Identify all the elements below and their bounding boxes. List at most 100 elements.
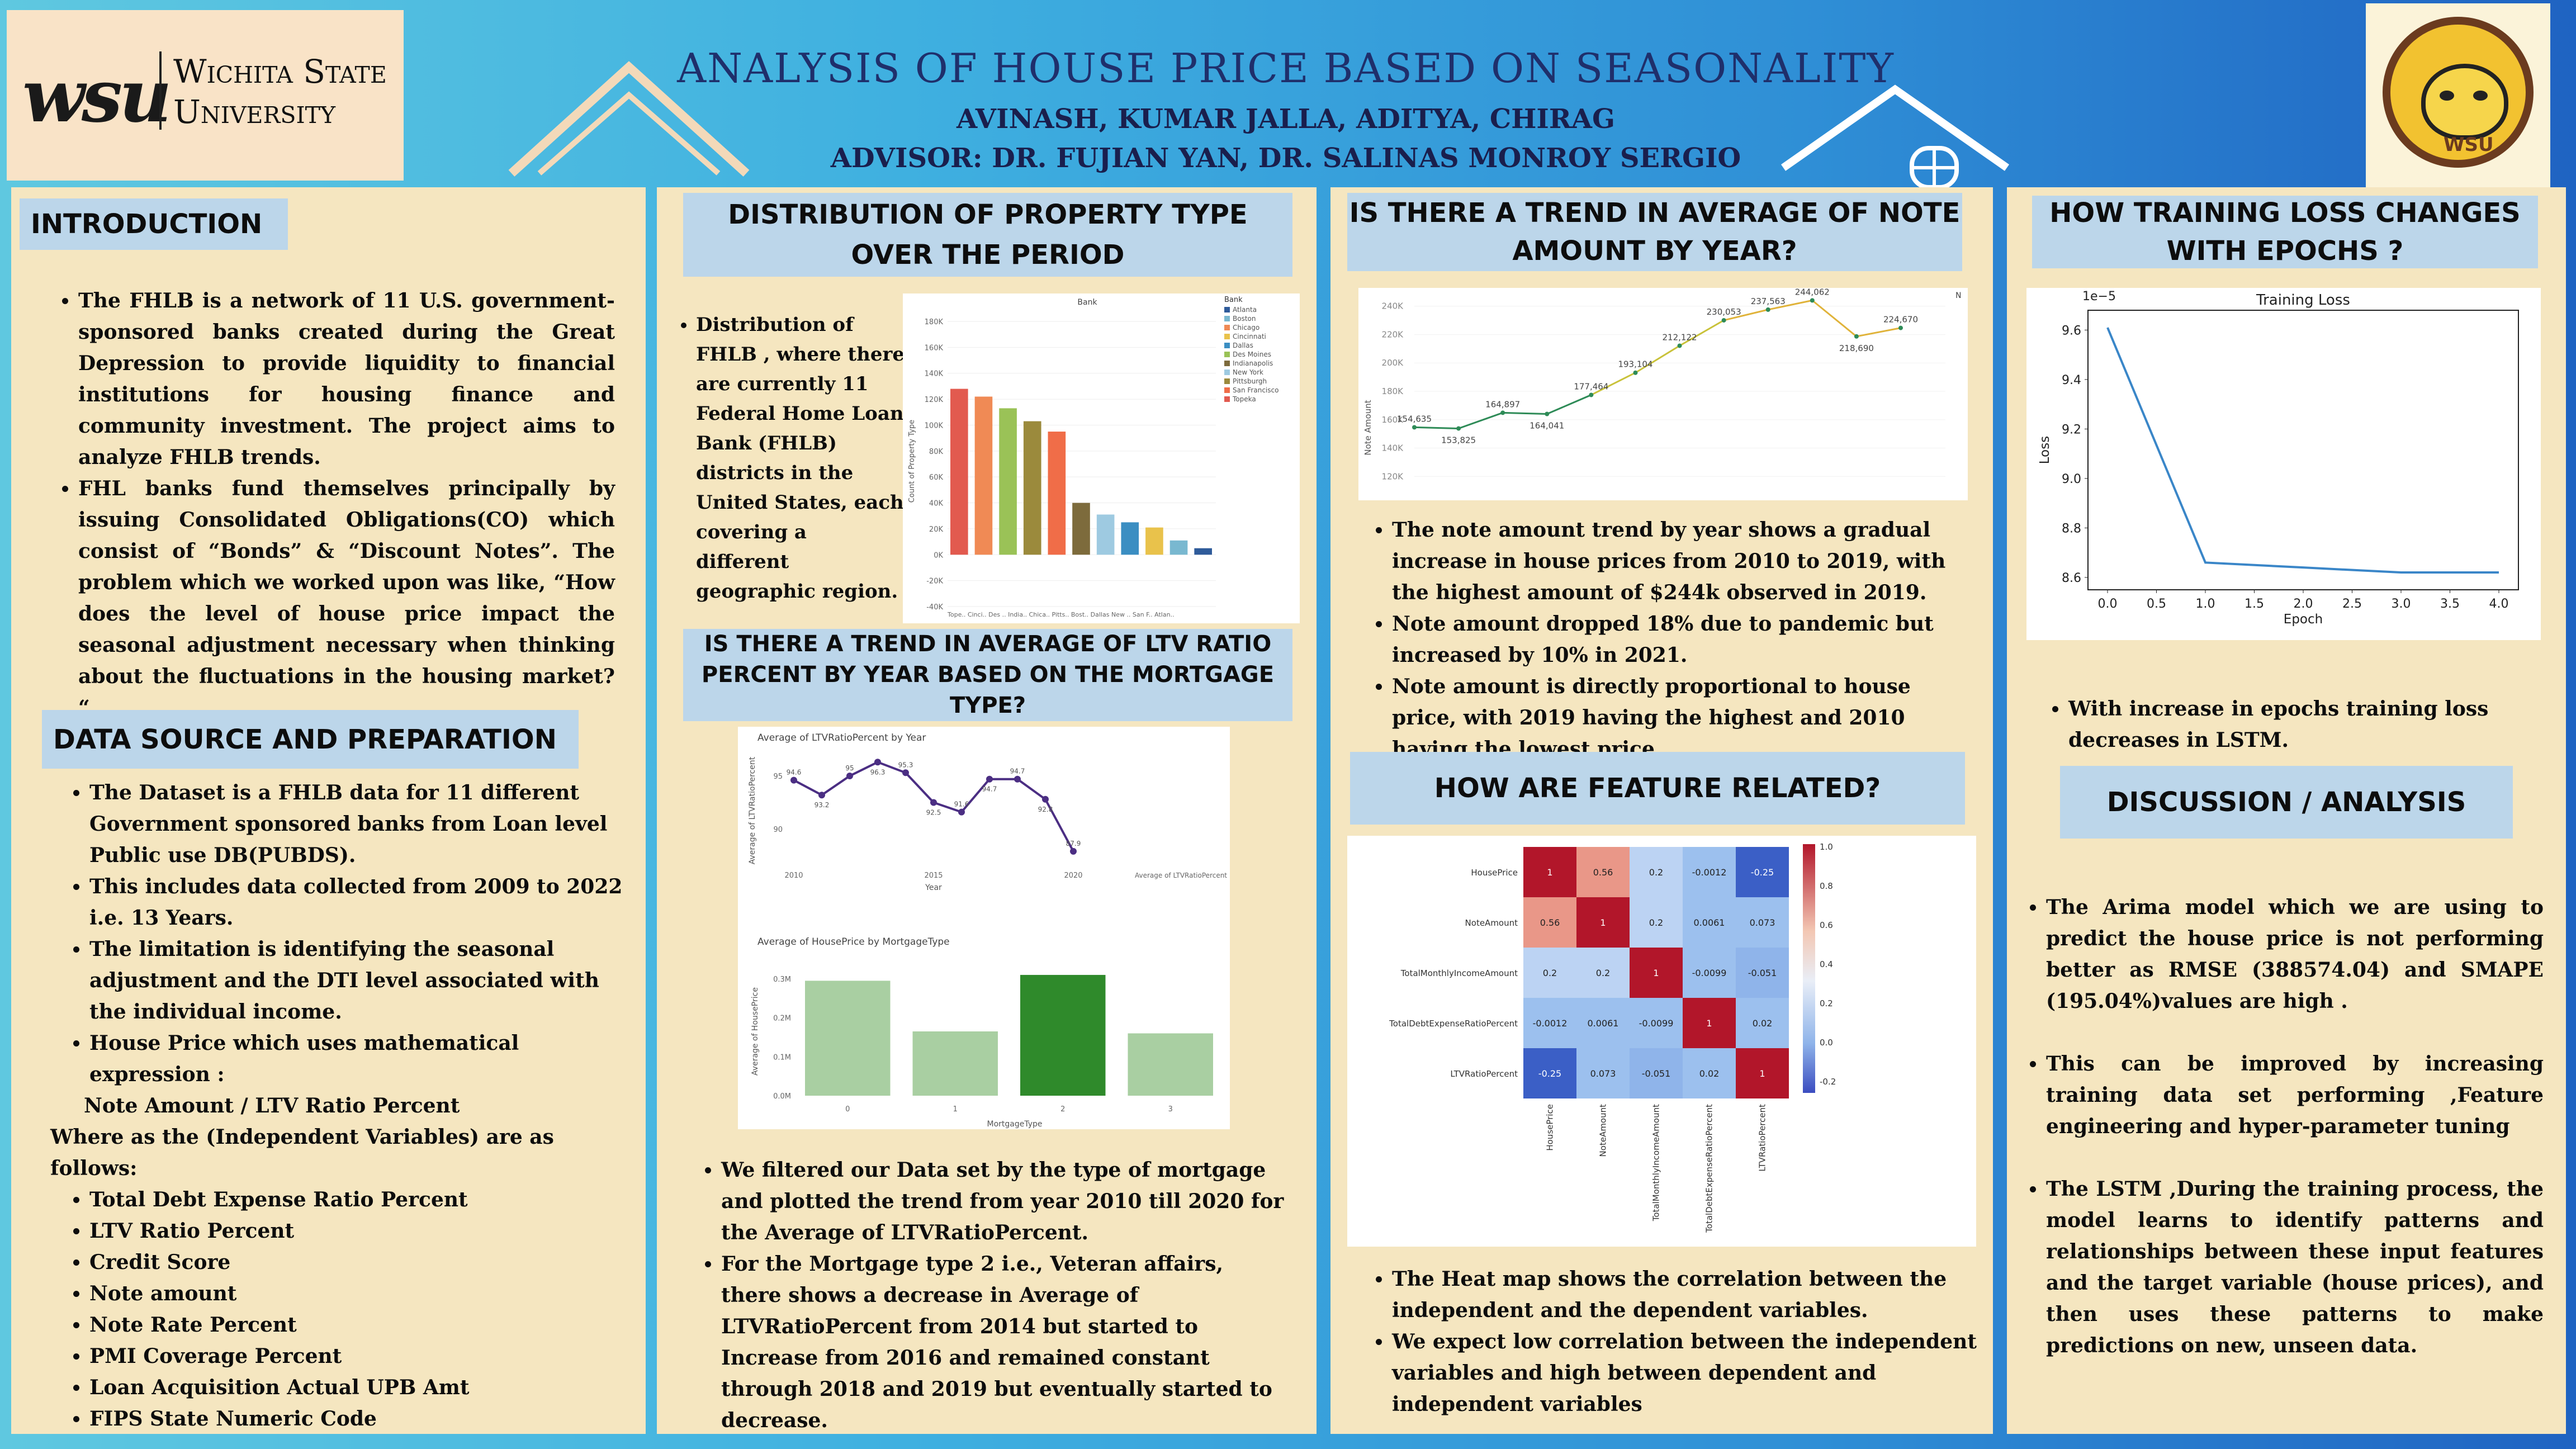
variable-item: Note Rate Percent — [89, 1309, 626, 1341]
mascot-wsu-text: WSU — [2444, 134, 2494, 156]
mortgage-bar — [805, 981, 891, 1096]
line-chart-title: Average of LTVRatioPercent by Year — [757, 732, 926, 744]
heatmap-cell — [1523, 847, 1576, 897]
bar — [974, 396, 993, 555]
note-amount-heading: IS THERE A TREND IN AVERAGE OF NOTE AMOU… — [1347, 193, 1962, 271]
heatmap-value: 0.2 — [1649, 917, 1663, 928]
legend-title: Bank — [1224, 296, 1243, 304]
note-point — [1500, 410, 1505, 415]
line-y-label: Average of LTVRatioPercent — [748, 756, 757, 864]
university-name-line2: University — [173, 93, 336, 131]
mortgage-bar — [1020, 974, 1106, 1096]
bar — [1194, 548, 1212, 555]
bank-distribution-chart: Bank 180K 160K 140K 120K 100K 80K 60K 40K 20K 0K -2… — [903, 293, 1300, 623]
ltv-data-label: 92.8 — [1038, 806, 1053, 813]
x-tick-label: 1 — [953, 1105, 958, 1114]
y-tick-label: 160K — [1382, 415, 1404, 425]
note-line-segment — [1768, 299, 1813, 311]
colorbar-label: 1.0 — [1820, 842, 1833, 852]
note-line-segment — [1503, 411, 1547, 415]
heatmap-value: -0.0099 — [1692, 968, 1727, 978]
y-tick-label: 0.0M — [773, 1092, 791, 1101]
ltv-data-label: 96.3 — [870, 768, 886, 776]
legend-label: Cincinnati — [1233, 333, 1266, 340]
note-amount-text: The note amount trend by year shows a gr… — [1364, 514, 1973, 765]
variable-item: PMI Coverage Percent — [89, 1341, 626, 1372]
legend-swatch — [1224, 361, 1230, 366]
variable-item: Credit Score — [89, 1247, 626, 1278]
data-source-text: The Dataset is a FHLB data for 11 differ… — [50, 777, 626, 1434]
y-tick-label: 9.4 — [2062, 373, 2081, 387]
legend-label: Des Moines — [1233, 351, 1271, 358]
mortgage-bar — [912, 1031, 998, 1096]
heatmap-cell — [1630, 847, 1683, 897]
loss-x-label: Epoch — [2284, 612, 2323, 627]
y-tick-label: 240K — [1382, 301, 1404, 311]
note-point — [1721, 318, 1726, 323]
heatmap-value: 0.02 — [1753, 1018, 1773, 1029]
heatmap-cell — [1630, 897, 1683, 948]
note-bullet: Note amount is directly proportional to … — [1392, 671, 1973, 765]
heatmap-cell — [1736, 897, 1789, 948]
chart-title: Bank — [1077, 298, 1097, 307]
ltv-point — [790, 776, 797, 784]
heatmap-cell — [1630, 998, 1683, 1048]
heatmap-cell — [1576, 948, 1630, 998]
heatmap-value: -0.0099 — [1639, 1018, 1674, 1029]
property-distribution-text: Distribution of FHLB , where there are c… — [671, 310, 906, 607]
legend-fragment: N — [1955, 291, 1961, 300]
variable-item: Note amount — [89, 1278, 626, 1309]
bar — [999, 408, 1017, 555]
y-tick-label: 9.6 — [2062, 324, 2081, 338]
legend-swatch — [1224, 325, 1230, 330]
legend-swatch — [1224, 352, 1230, 357]
heatmap-cell — [1683, 1048, 1736, 1098]
heatmap-row-label: NoteAmount — [1465, 918, 1518, 928]
heatmap-value: 0.56 — [1540, 917, 1560, 928]
loss-line — [2106, 327, 2499, 574]
note-line-segment — [1546, 394, 1592, 415]
legend-label: Indianapolis — [1233, 359, 1273, 367]
heatmap-value: -0.0012 — [1692, 867, 1727, 878]
legend-swatch — [1224, 396, 1230, 402]
y-tick-label: 0.1M — [773, 1053, 791, 1062]
heatmap-cell — [1736, 998, 1789, 1048]
heatmap-cell — [1576, 897, 1630, 948]
ltv-point — [902, 769, 909, 776]
shocker-mascot-icon: WSU — [2383, 17, 2534, 168]
legend-label: Topeka — [1232, 395, 1256, 403]
heatmap-value: -0.0012 — [1533, 1018, 1568, 1029]
heatmap-value: 0.2 — [1596, 968, 1610, 978]
heatmap-value: 1 — [1600, 917, 1606, 928]
y-tick-label: 180K — [1382, 386, 1404, 396]
bar — [950, 389, 968, 555]
ltv-data-label: 91.6 — [954, 801, 969, 808]
heatmap-value: 0.073 — [1590, 1068, 1616, 1079]
heatmap-text: The Heat map shows the correlation betwe… — [1364, 1263, 1979, 1420]
heatmap-row-label: HousePrice — [1471, 868, 1518, 878]
legend-swatch — [1224, 307, 1230, 312]
variable-item: LTV Ratio Percent — [89, 1215, 626, 1247]
property-bullet: Distribution of FHLB , where there are c… — [696, 310, 906, 607]
heatmap-cell — [1630, 948, 1683, 998]
note-point — [1456, 426, 1461, 431]
x-tick-label: 0 — [845, 1105, 850, 1114]
variable-item: Loan Acquisition Actual UPB Amt — [89, 1372, 626, 1403]
heatmap-cell — [1683, 847, 1736, 897]
y-tick-label: 95 — [773, 773, 783, 781]
y-tick-label: 120K — [1382, 471, 1404, 481]
legend-label: New York — [1233, 368, 1263, 376]
note-line-segment — [1590, 372, 1636, 396]
y-tick-label: 0.2M — [773, 1015, 791, 1023]
colorbar-label: -0.2 — [1820, 1077, 1836, 1087]
variable-item: Total Debt Expense Ratio Percent — [89, 1184, 626, 1215]
x-tick-label: 0.5 — [2147, 597, 2166, 611]
ltv-data-label: 94.7 — [982, 785, 997, 793]
y-axis-label: Count of Property Type — [908, 420, 916, 503]
x-tick-label: 2010 — [784, 872, 803, 880]
heatmap-value: 1 — [1653, 968, 1659, 978]
poster-title: ANALYSIS OF HOUSE PRICE BASED ON SEASONA… — [677, 45, 1895, 92]
bar — [1048, 432, 1066, 555]
heatmap-value: 0.2 — [1543, 968, 1557, 978]
